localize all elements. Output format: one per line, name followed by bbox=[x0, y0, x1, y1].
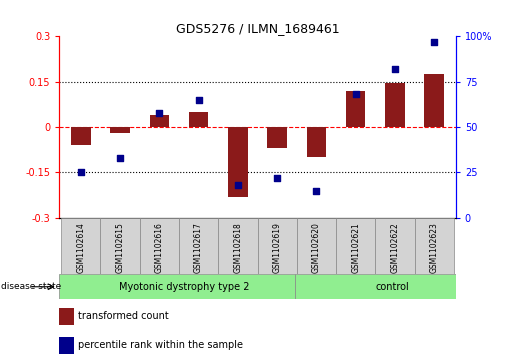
Bar bbox=[110, 127, 130, 133]
Bar bbox=[71, 127, 91, 145]
Title: GDS5276 / ILMN_1689461: GDS5276 / ILMN_1689461 bbox=[176, 22, 339, 35]
Text: GSM1102623: GSM1102623 bbox=[430, 222, 439, 273]
Point bbox=[273, 175, 281, 181]
Text: Myotonic dystrophy type 2: Myotonic dystrophy type 2 bbox=[118, 282, 249, 292]
Text: GSM1102614: GSM1102614 bbox=[76, 222, 85, 273]
Bar bbox=[267, 127, 287, 148]
Bar bbox=[140, 218, 179, 274]
Point bbox=[195, 97, 203, 103]
Bar bbox=[346, 91, 366, 127]
Point bbox=[155, 110, 163, 115]
Text: control: control bbox=[375, 282, 409, 292]
Text: GSM1102616: GSM1102616 bbox=[155, 222, 164, 273]
Bar bbox=[424, 74, 444, 127]
Bar bbox=[375, 218, 415, 274]
Bar bbox=[100, 218, 140, 274]
Point bbox=[234, 182, 242, 188]
Bar bbox=[59, 337, 74, 354]
Point bbox=[391, 66, 399, 72]
Point bbox=[77, 170, 85, 175]
Text: GSM1102619: GSM1102619 bbox=[272, 222, 282, 273]
Text: disease state: disease state bbox=[1, 282, 61, 291]
Bar bbox=[218, 218, 258, 274]
Bar bbox=[258, 218, 297, 274]
Text: GSM1102620: GSM1102620 bbox=[312, 222, 321, 273]
Bar bbox=[61, 218, 100, 274]
Point bbox=[312, 188, 320, 193]
Point bbox=[430, 39, 438, 45]
Bar bbox=[295, 274, 456, 299]
Bar bbox=[149, 115, 169, 127]
Text: GSM1102622: GSM1102622 bbox=[390, 222, 400, 273]
Bar bbox=[306, 127, 326, 157]
Bar bbox=[179, 218, 218, 274]
Bar bbox=[385, 83, 405, 127]
Text: GSM1102618: GSM1102618 bbox=[233, 222, 243, 273]
Text: transformed count: transformed count bbox=[78, 311, 169, 321]
Text: GSM1102617: GSM1102617 bbox=[194, 222, 203, 273]
Text: GSM1102621: GSM1102621 bbox=[351, 222, 360, 273]
Bar bbox=[297, 218, 336, 274]
Bar bbox=[59, 274, 295, 299]
Text: GSM1102615: GSM1102615 bbox=[115, 222, 125, 273]
Bar bbox=[228, 127, 248, 197]
Point bbox=[352, 91, 360, 97]
Bar bbox=[189, 112, 209, 127]
Text: percentile rank within the sample: percentile rank within the sample bbox=[78, 340, 243, 350]
Bar bbox=[336, 218, 375, 274]
Bar bbox=[415, 218, 454, 274]
Point bbox=[116, 155, 124, 161]
Bar bbox=[59, 308, 74, 325]
